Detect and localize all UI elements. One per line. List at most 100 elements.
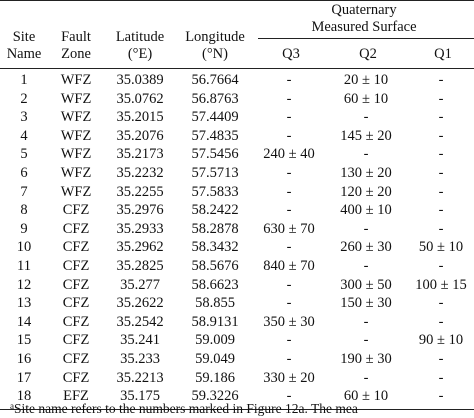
latitude-cell: 35.277: [120, 276, 160, 293]
fault-zone-cell: CFZ: [62, 220, 90, 237]
q3-cell: -: [286, 72, 292, 88]
longitude-cell: 58.6623: [191, 276, 239, 293]
site-name-header: Site Name: [0, 29, 48, 63]
table-row: 11 CFZ 35.2825 58.5676 840 ± 70 - -: [0, 257, 474, 276]
q3-cell: -: [286, 127, 292, 144]
q1-cell: 90 ± 10: [418, 332, 464, 349]
latitude-cell: 35.2825: [116, 257, 164, 274]
q3-cell: -: [286, 276, 292, 293]
fault-zone-cell: CFZ: [62, 276, 90, 293]
site-name-cell: 4: [20, 127, 28, 144]
table-row: 14 CFZ 35.2542 58.9131 350 ± 30 - -: [0, 313, 474, 332]
q1-cell: -: [438, 127, 444, 144]
q1-cell: -: [438, 146, 444, 163]
q3-cell: -: [286, 183, 292, 200]
q2-cell: 190 ± 30: [340, 350, 392, 367]
q3-cell: 350 ± 30: [263, 313, 315, 330]
q3-cell: -: [286, 109, 292, 126]
site-name-cell: 8: [20, 202, 28, 219]
q1-cell: 100 ± 15: [415, 276, 467, 293]
sites-table-body: 1 WFZ 35.0389 56.7664-20 ± 10-2 WFZ 35.0762 56…: [0, 71, 474, 406]
table-row: 17 CFZ 35.2213 59.186 330 ± 20 - -: [0, 369, 474, 388]
latitude-header-line1: Latitude: [115, 29, 165, 45]
q1-cell: -: [438, 183, 444, 200]
latitude-header: Latitude (°E): [104, 29, 176, 63]
q2-cell: -: [363, 220, 369, 237]
footnote-marker: a: [10, 401, 14, 411]
table-row: 16 CFZ 35.233 59.049 - 190 ± 30 -: [0, 350, 474, 369]
longitude-cell: 57.4409: [191, 109, 239, 126]
site-name-cell: 1: [20, 72, 28, 88]
site-name-cell: 15: [16, 332, 32, 349]
table-row: 18 EFZ 35.175 59.3226 - 60 ± 10 -: [0, 387, 474, 406]
latitude-cell: 35.2076: [116, 127, 164, 144]
latitude-cell: 35.2933: [116, 220, 164, 237]
fault-zone-cell: EFZ: [63, 388, 89, 405]
top-rule: [0, 0, 474, 1]
site-name-cell: 9: [20, 220, 28, 237]
fault-zone-cell: WFZ: [60, 127, 92, 144]
q3-cell: 630 ± 70: [263, 220, 315, 237]
fault-zone-header-line1: Fault: [61, 29, 91, 45]
q3-cell: -: [286, 239, 292, 256]
longitude-cell: 58.3432: [191, 239, 239, 256]
longitude-header-line2: (°N): [202, 46, 228, 62]
latitude-cell: 35.241: [120, 332, 160, 349]
site-name-cell: 11: [17, 257, 31, 274]
fault-zone-cell: WFZ: [60, 90, 92, 107]
latitude-cell: 35.0389: [116, 72, 164, 88]
site-name-cell: 12: [16, 276, 32, 293]
latitude-cell: 35.2255: [116, 183, 164, 200]
q3-cell: 240 ± 40: [263, 146, 315, 163]
table-row: 5 WFZ 35.2173 57.5456 240 ± 40 - -: [0, 145, 474, 164]
q2-cell: 300 ± 50: [340, 276, 392, 293]
latitude-cell: 35.2213: [116, 369, 164, 386]
fault-zone-cell: WFZ: [60, 183, 92, 200]
fault-zone-cell: CFZ: [62, 295, 90, 312]
table-row: 7 WFZ 35.2255 57.5833 - 120 ± 20 -: [0, 183, 474, 202]
longitude-cell: 58.5676: [191, 257, 239, 274]
q2-cell: 260 ± 30: [340, 239, 392, 256]
q1-header: Q1: [434, 46, 452, 62]
q2-cell: -: [363, 313, 369, 330]
longitude-cell: 58.9131: [191, 313, 239, 330]
table-row: 15 CFZ 35.241 59.009 - - 90 ± 10: [0, 331, 474, 350]
fault-zone-cell: CFZ: [62, 257, 90, 274]
longitude-cell: 57.5456: [191, 146, 239, 163]
q2-cell: 150 ± 30: [340, 295, 392, 312]
latitude-cell: 35.2622: [116, 295, 164, 312]
q2-cell: 130 ± 20: [340, 164, 392, 181]
site-name-cell: 5: [20, 146, 28, 163]
q1-cell: -: [438, 72, 444, 88]
site-name-cell: 14: [16, 313, 32, 330]
longitude-cell: 58.2878: [191, 220, 239, 237]
q1-cell: -: [438, 202, 444, 219]
site-name-cell: 2: [20, 90, 28, 107]
q1-cell: -: [438, 220, 444, 237]
q3-cell: 330 ± 20: [263, 369, 315, 386]
longitude-cell: 58.2422: [191, 202, 239, 219]
table-row: 2 WFZ 35.0762 56.8763 - 60 ± 10 -: [0, 90, 474, 109]
fault-zone-cell: WFZ: [60, 146, 92, 163]
longitude-cell: 59.186: [195, 369, 235, 386]
longitude-header-line1: Longitude: [185, 29, 245, 45]
table-row: 10 CFZ 35.2962 58.3432 - 260 ± 30 50 ± 10: [0, 238, 474, 257]
longitude-cell: 57.5713: [191, 164, 239, 181]
latitude-cell: 35.2173: [116, 146, 164, 163]
q2-cell: -: [363, 109, 369, 126]
site-name-cell: 16: [16, 350, 32, 367]
q2-cell: 120 ± 20: [340, 183, 392, 200]
site-name-cell: 13: [16, 295, 32, 312]
site-name-cell: 10: [16, 239, 32, 256]
q3-cell: -: [286, 90, 292, 107]
longitude-cell: 56.8763: [191, 90, 239, 107]
fault-zone-header: Fault Zone: [48, 29, 104, 63]
fault-zone-cell: CFZ: [62, 239, 90, 256]
latitude-cell: 35.2542: [116, 313, 164, 330]
longitude-header: Longitude (°N): [176, 29, 254, 63]
q2-cell: -: [363, 146, 369, 163]
fault-zone-cell: WFZ: [60, 109, 92, 126]
table-row: 3 WFZ 35.2015 57.4409 - - -: [0, 108, 474, 127]
footnote-text: Site name refers to the numbers marked i…: [14, 401, 358, 416]
q3-cell: -: [286, 295, 292, 312]
